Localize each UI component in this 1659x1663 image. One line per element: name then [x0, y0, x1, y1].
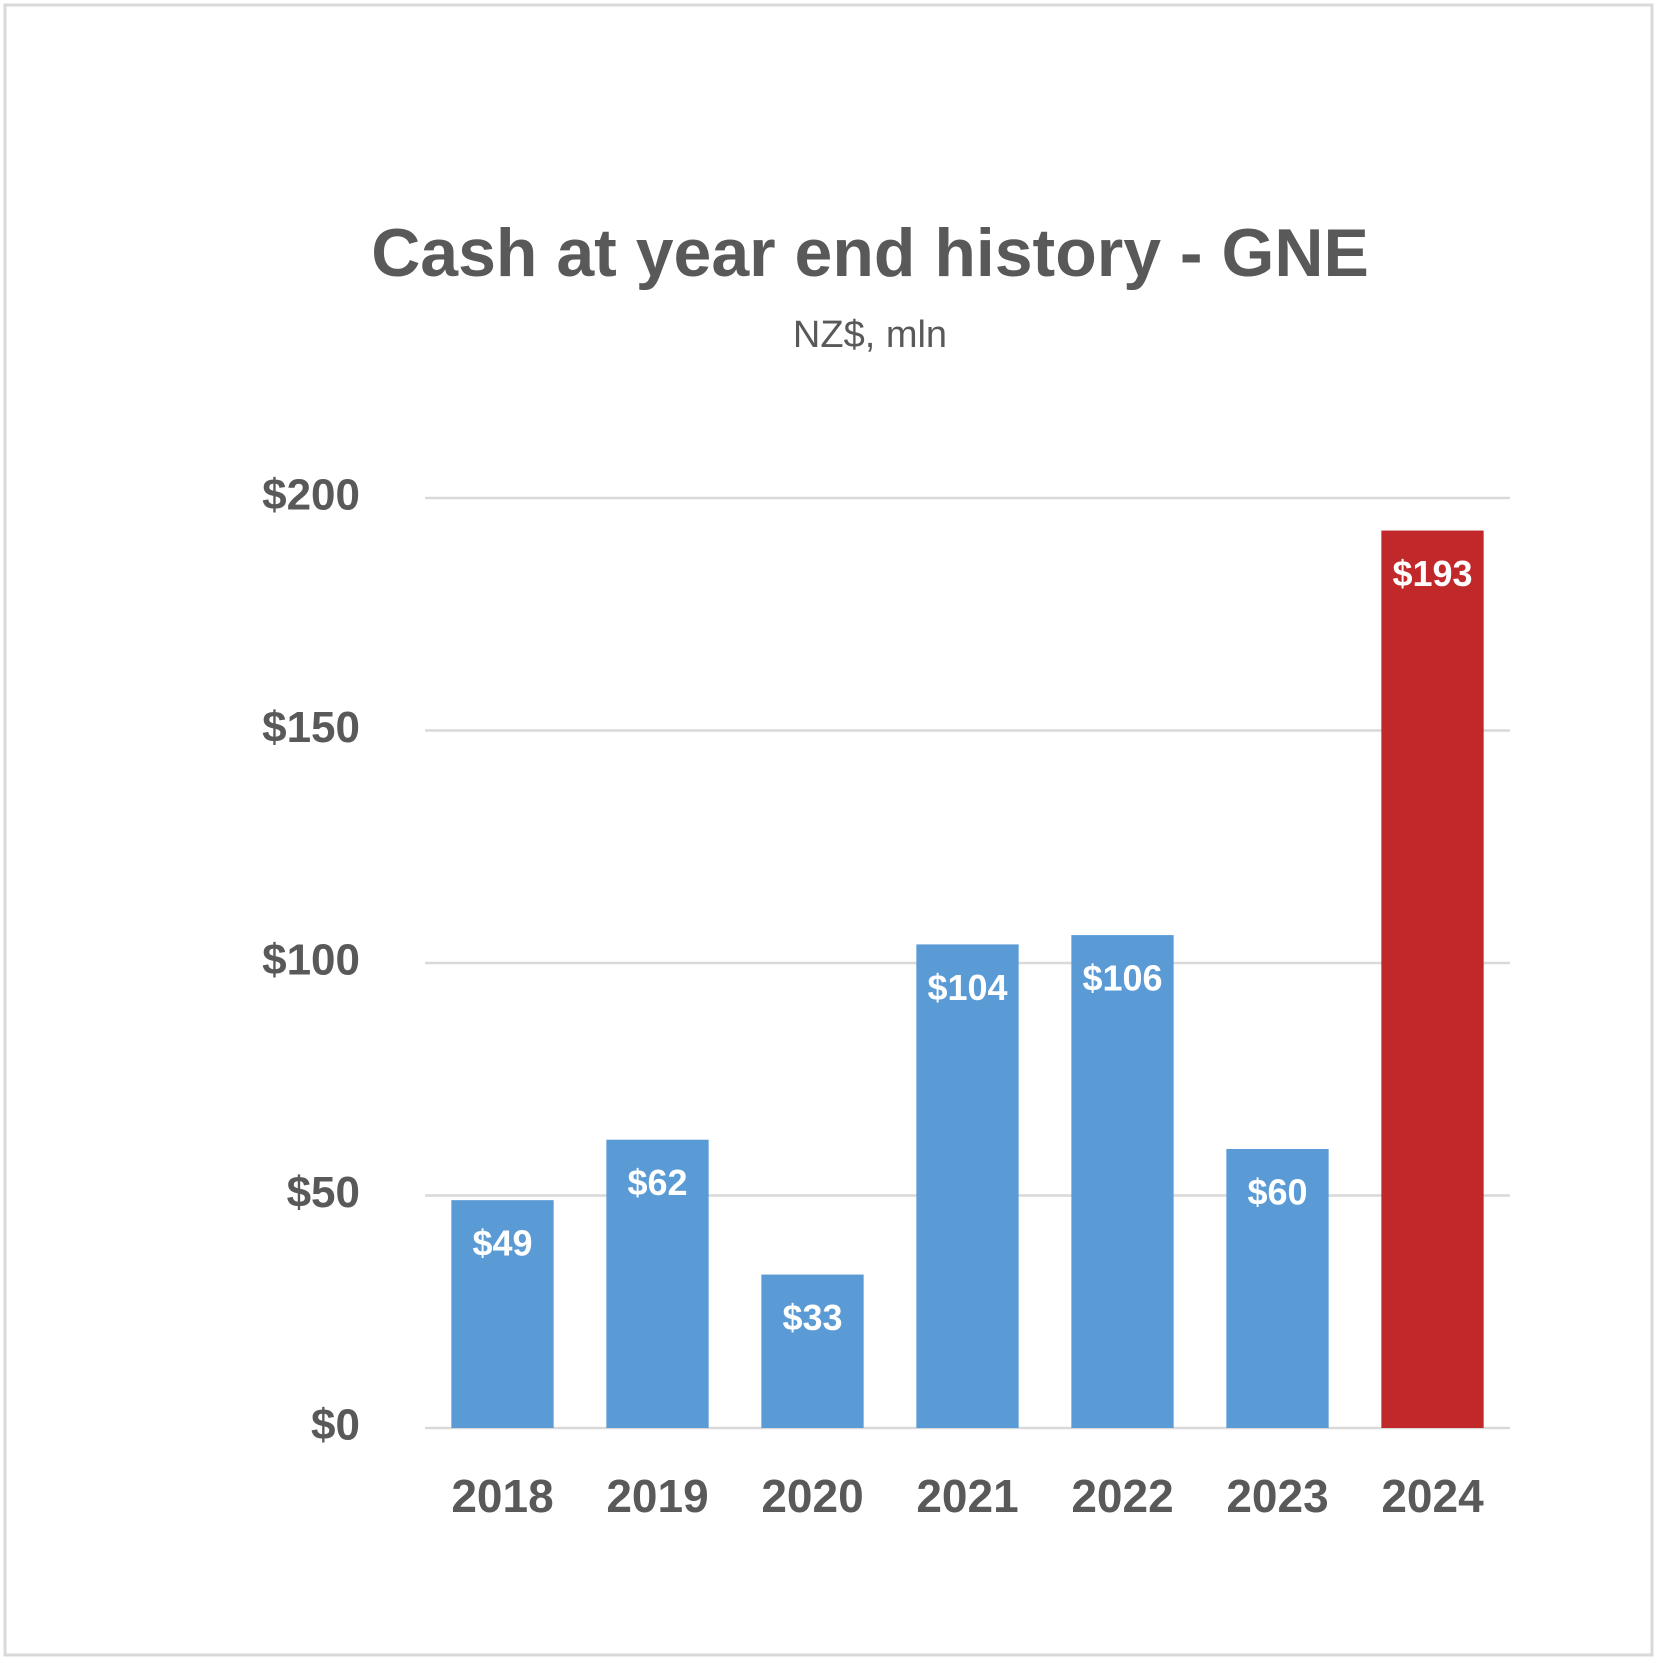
chart-title: Cash at year end history - GNE: [371, 215, 1369, 291]
y-tick-label: $0: [311, 1401, 360, 1450]
x-tick-label: 2019: [606, 1470, 708, 1522]
data-label: $62: [627, 1162, 687, 1203]
bar: [761, 1274, 864, 1428]
data-label: $106: [1082, 958, 1162, 999]
x-tick-label: 2024: [1381, 1470, 1484, 1522]
bar: [1381, 530, 1484, 1428]
x-tick-label: 2021: [916, 1470, 1018, 1522]
bar: [1071, 935, 1174, 1428]
y-tick-label: $150: [262, 703, 360, 752]
data-label: $193: [1392, 553, 1472, 594]
bar: [1226, 1149, 1329, 1428]
x-tick-label: 2018: [451, 1470, 553, 1522]
y-tick-label: $50: [287, 1168, 360, 1217]
data-label: $60: [1247, 1172, 1307, 1213]
y-tick-label: $200: [262, 471, 360, 520]
y-tick-label: $100: [262, 936, 360, 985]
data-label: $33: [782, 1297, 842, 1338]
x-tick-label: 2023: [1226, 1470, 1328, 1522]
data-label: $104: [927, 967, 1007, 1008]
bar: [916, 944, 1019, 1428]
x-tick-label: 2022: [1071, 1470, 1173, 1522]
bar: [606, 1139, 709, 1428]
chart-subtitle: NZ$, mln: [793, 314, 947, 356]
x-tick-label: 2020: [761, 1470, 863, 1522]
data-label: $49: [472, 1223, 532, 1264]
bar: [451, 1200, 554, 1428]
